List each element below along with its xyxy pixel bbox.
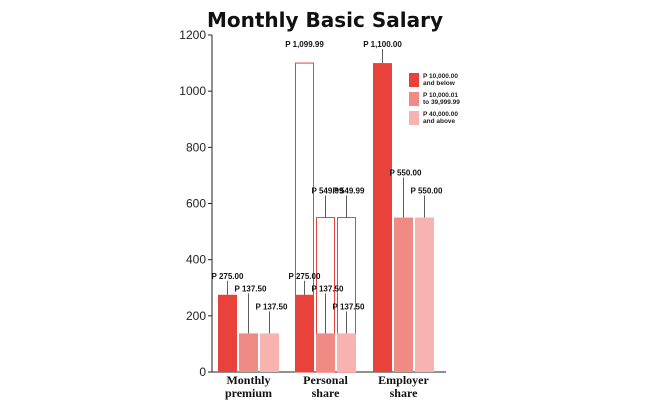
category-label: Personal — [303, 373, 348, 387]
category-label: share — [390, 386, 418, 400]
data-labels: P 1,099.99 P 549.99P 549.99 P 275.00 P 275.… — [212, 40, 443, 334]
data-label: P 550.00 — [390, 169, 422, 178]
data-label: P 550.00 — [411, 187, 443, 196]
data-label: P 549.99 — [312, 187, 344, 196]
data-label: P 275.00 — [212, 272, 244, 281]
bars — [218, 63, 434, 372]
chart-title: Monthly Basic Salary — [207, 8, 443, 32]
category-label: Monthly — [226, 373, 270, 387]
bar — [295, 294, 314, 372]
data-label: P 137.50 — [333, 302, 365, 311]
y-axis: 0 200 400 600 800 1000 1200 — [179, 28, 446, 379]
data-label: P 1,100.00 — [363, 40, 402, 49]
legend-label: P 10,000.00 — [423, 73, 458, 80]
legend-label: P 40,000.00 — [423, 111, 458, 118]
y-tick-label: 1200 — [179, 28, 206, 42]
y-tick-label: 800 — [186, 140, 206, 154]
data-label: P 549.99 — [333, 187, 365, 196]
data-label: P 137.50 — [312, 284, 344, 293]
legend-label: P 10,000.01 — [423, 92, 458, 99]
legend-label: and below — [423, 80, 456, 87]
y-tick-label: 200 — [186, 309, 206, 323]
legend-swatch — [409, 92, 419, 106]
bar — [239, 333, 258, 372]
legend-swatch — [409, 73, 419, 87]
bar — [373, 63, 392, 372]
legend-swatch — [409, 111, 419, 125]
y-tick-label: 400 — [186, 253, 206, 267]
y-tick-label: 600 — [186, 197, 206, 211]
category-label: Employer — [378, 373, 429, 387]
y-tick-label: 0 — [199, 365, 206, 379]
bar — [218, 294, 237, 372]
data-label: P 275.00 — [289, 272, 321, 281]
data-label: P 137.50 — [256, 302, 288, 311]
data-label: P 137.50 — [235, 284, 267, 293]
legend-label: and above — [423, 118, 456, 125]
category-label: share — [312, 386, 340, 400]
bar — [337, 333, 356, 372]
bar — [260, 333, 279, 372]
bar — [316, 333, 335, 372]
legend-label: to 39,999.99 — [423, 99, 460, 106]
bar — [415, 217, 434, 372]
category-label: premium — [225, 386, 272, 400]
y-tick-label: 1000 — [179, 84, 206, 98]
bar — [394, 217, 413, 372]
data-label: P 1,099.99 — [285, 40, 324, 49]
